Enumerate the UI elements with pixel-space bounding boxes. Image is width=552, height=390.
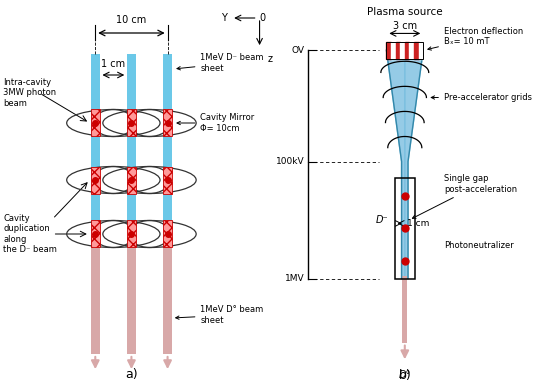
Polygon shape <box>418 42 423 58</box>
Bar <box>91 54 99 240</box>
Bar <box>163 167 172 193</box>
Bar <box>163 220 172 248</box>
Bar <box>127 228 136 354</box>
Text: Pre-accelerator grids: Pre-accelerator grids <box>431 93 532 102</box>
Text: Intra-cavity
3MW photon
beam: Intra-cavity 3MW photon beam <box>3 78 56 108</box>
Polygon shape <box>400 42 405 58</box>
Text: Single gap
post-acceleration: Single gap post-acceleration <box>412 174 517 218</box>
Bar <box>163 54 172 240</box>
Polygon shape <box>386 42 391 58</box>
Text: D°: D° <box>399 370 411 381</box>
Bar <box>395 178 415 278</box>
Bar <box>91 220 99 248</box>
Bar <box>127 54 136 240</box>
Text: z: z <box>268 54 273 64</box>
Text: Electron deflection
Bₓ= 10 mT: Electron deflection Bₓ= 10 mT <box>428 27 523 50</box>
Text: 1 cm: 1 cm <box>407 219 429 228</box>
Text: 10 cm: 10 cm <box>116 16 146 25</box>
Bar <box>127 220 136 248</box>
Text: Cavity Mirror
Φ= 10cm: Cavity Mirror Φ= 10cm <box>177 113 254 133</box>
Text: 1 cm: 1 cm <box>102 59 125 69</box>
Text: 3 cm: 3 cm <box>392 21 417 31</box>
Polygon shape <box>386 50 405 278</box>
Text: b): b) <box>399 369 411 382</box>
Bar <box>163 228 172 354</box>
Bar <box>163 110 172 136</box>
Bar <box>127 110 136 136</box>
Text: Photoneutralizer: Photoneutralizer <box>444 241 514 250</box>
Text: Plasma source: Plasma source <box>367 7 443 17</box>
Polygon shape <box>410 42 414 58</box>
Bar <box>402 276 407 343</box>
Bar <box>386 42 423 58</box>
Text: 0: 0 <box>259 13 266 23</box>
Polygon shape <box>405 42 410 58</box>
Polygon shape <box>391 42 396 58</box>
Text: Y: Y <box>221 13 227 23</box>
Text: 100kV: 100kV <box>276 157 305 166</box>
Bar <box>127 167 136 193</box>
Text: 1MeV D° beam
sheet: 1MeV D° beam sheet <box>176 305 264 325</box>
Text: a): a) <box>125 368 138 381</box>
Polygon shape <box>414 42 418 58</box>
Text: OV: OV <box>291 46 305 55</box>
Text: 1MV: 1MV <box>285 274 305 283</box>
Text: 1MeV D⁻ beam
sheet: 1MeV D⁻ beam sheet <box>177 53 264 73</box>
Polygon shape <box>405 50 423 278</box>
Text: D⁻: D⁻ <box>375 215 388 225</box>
Bar <box>91 228 99 354</box>
Text: Cavity
duplication
along
the D⁻ beam: Cavity duplication along the D⁻ beam <box>3 214 57 254</box>
Bar <box>91 110 99 136</box>
Bar <box>91 167 99 193</box>
Polygon shape <box>396 42 400 58</box>
